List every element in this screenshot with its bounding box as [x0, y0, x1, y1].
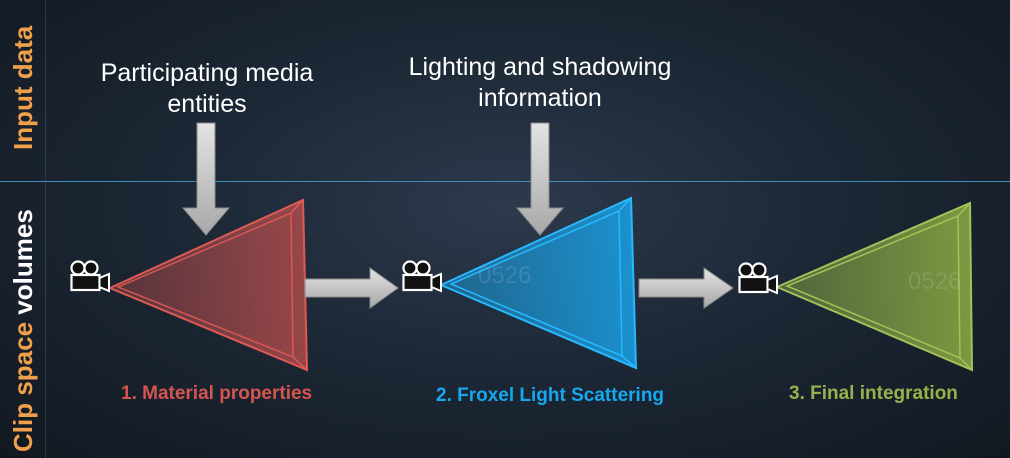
lighting-shadowing-text: Lighting and shadowing information — [408, 53, 672, 112]
camera-icon — [70, 260, 111, 293]
arrow-down-icon — [515, 122, 565, 236]
stage-material-properties: 1. Material properties — [121, 383, 313, 404]
watermark: 0526 — [908, 268, 962, 295]
stage-final-integration: 3. Final integration — [789, 383, 958, 404]
arrow-right-icon — [304, 267, 399, 309]
vertical-divider — [45, 0, 46, 458]
stage-froxel-light-scattering: 2. Froxel Light Scattering — [436, 385, 665, 406]
arrow-right-icon — [638, 267, 734, 309]
watermark: 0526 — [478, 262, 532, 289]
participating-media-text: Participating media entities — [100, 59, 314, 118]
camera-icon — [738, 262, 779, 295]
section-divider — [0, 181, 1010, 182]
arrow-down-icon — [181, 122, 231, 236]
camera-icon — [402, 260, 443, 293]
froxel-frustum — [438, 196, 638, 370]
integration-frustum — [774, 201, 974, 372]
